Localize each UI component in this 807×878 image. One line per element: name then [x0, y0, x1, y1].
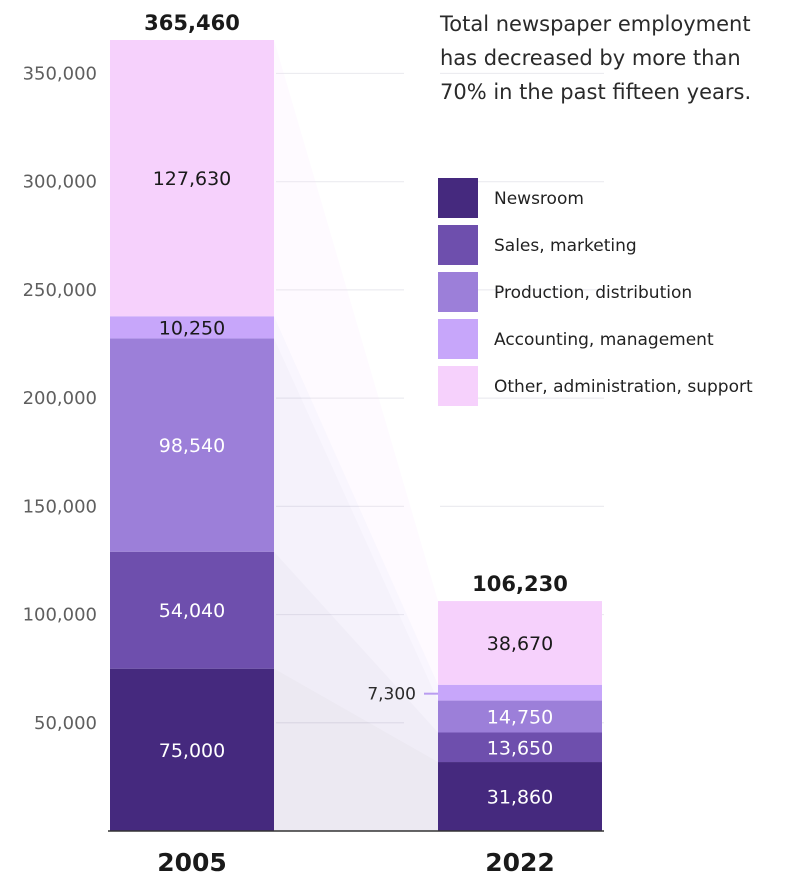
legend-swatch: [438, 319, 478, 359]
segment-label: 75,000: [159, 740, 225, 762]
stacked-bars: 75,000 54,040 98,540 10,250 127,630 31,860 13,…: [110, 40, 602, 831]
x-tick-label: 2022: [485, 848, 555, 877]
segment-label: 98,540: [159, 435, 225, 457]
y-tick-label: 50,000: [34, 713, 97, 734]
legend-label: Other, administration, support: [494, 377, 753, 397]
segment-label: 13,650: [487, 737, 553, 759]
legend-swatch: [438, 366, 478, 406]
bar-segment: [438, 700, 602, 733]
bar-segment: [110, 338, 274, 552]
segment-label: 7,300: [367, 685, 416, 705]
subtitle-line: Total newspaper employment: [439, 12, 751, 36]
y-tick-label: 350,000: [23, 63, 97, 84]
connector-ribbon: [274, 40, 438, 685]
bar-total-label: 106,230: [472, 572, 568, 596]
y-tick-label: 200,000: [23, 388, 97, 409]
subtitle-line: has decreased by more than: [440, 46, 741, 70]
bar-segment: [438, 601, 602, 685]
segment-label: 54,040: [159, 600, 225, 622]
x-axis-labels: 2005 2022: [157, 848, 555, 877]
bar-segment: [438, 762, 602, 831]
bar-totals: 365,460 106,230: [144, 11, 568, 596]
connector-ribbon: [274, 551, 438, 763]
bar-segment: [438, 684, 602, 701]
legend: Newsroom Sales, marketing Production, dist…: [438, 178, 753, 406]
bar-total-label: 365,460: [144, 11, 240, 35]
bar-segment: [110, 316, 274, 339]
segment-label: 14,750: [487, 707, 553, 729]
segment-label: 127,630: [153, 168, 232, 190]
connector-ribbons: [274, 40, 438, 831]
x-tick-label: 2005: [157, 848, 227, 877]
connector-ribbon: [274, 316, 438, 701]
bar-segment: [110, 668, 274, 831]
subtitle-line: 70% in the past fifteen years.: [440, 80, 751, 104]
chart-subtitle: Total newspaper employment has decreased …: [439, 12, 751, 104]
segment-label: 38,670: [487, 633, 553, 655]
legend-swatch: [438, 178, 478, 218]
bar-segment: [110, 551, 274, 669]
legend-label: Production, distribution: [494, 283, 692, 303]
legend-label: Accounting, management: [494, 330, 714, 350]
connector-ribbon: [274, 338, 438, 733]
bar-segment: [110, 40, 274, 317]
legend-label: Sales, marketing: [494, 236, 637, 256]
bar-segment: [438, 732, 602, 763]
connector-ribbon: [274, 668, 438, 831]
legend-label: Newsroom: [494, 189, 584, 209]
y-axis: 50,000 100,000 150,000 200,000 250,000 300,00…: [23, 63, 97, 733]
legend-swatch: [438, 225, 478, 265]
y-tick-label: 300,000: [23, 172, 97, 193]
segment-label: 10,250: [159, 317, 225, 339]
y-tick-label: 150,000: [23, 496, 97, 517]
legend-swatch: [438, 272, 478, 312]
segment-label: 31,860: [487, 787, 553, 809]
y-tick-label: 250,000: [23, 280, 97, 301]
y-tick-label: 100,000: [23, 605, 97, 626]
